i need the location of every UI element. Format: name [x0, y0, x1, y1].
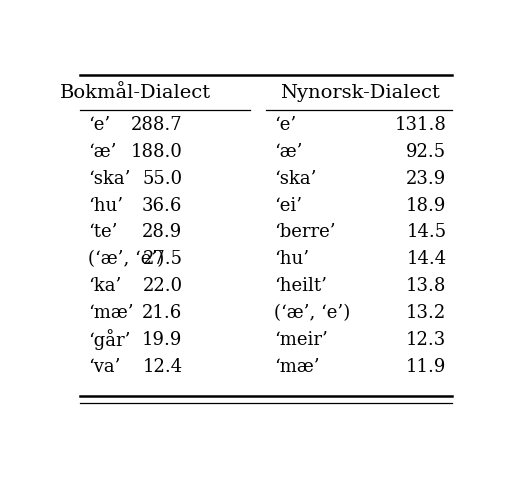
- Text: ‘meir’: ‘meir’: [275, 331, 328, 349]
- Text: ‘mæ’: ‘mæ’: [275, 358, 320, 376]
- Text: ‘ska’: ‘ska’: [275, 170, 317, 188]
- Text: ‘mæ’: ‘mæ’: [89, 304, 134, 322]
- Text: 12.4: 12.4: [142, 358, 183, 376]
- Text: ‘e’: ‘e’: [275, 116, 297, 134]
- Text: 23.9: 23.9: [406, 170, 446, 188]
- Text: 36.6: 36.6: [142, 197, 183, 215]
- Text: 27.5: 27.5: [142, 250, 183, 268]
- Text: ‘ska’: ‘ska’: [89, 170, 131, 188]
- Text: 131.8: 131.8: [395, 116, 446, 134]
- Text: 288.7: 288.7: [131, 116, 183, 134]
- Text: 28.9: 28.9: [142, 224, 183, 242]
- Text: 14.5: 14.5: [406, 224, 446, 242]
- Text: ‘hu’: ‘hu’: [275, 250, 310, 268]
- Text: ‘ei’: ‘ei’: [275, 197, 302, 215]
- Text: 21.6: 21.6: [142, 304, 183, 322]
- Text: ‘berre’: ‘berre’: [275, 224, 336, 242]
- Text: ‘går’: ‘går’: [89, 329, 131, 350]
- Text: 22.0: 22.0: [142, 277, 183, 295]
- Text: 12.3: 12.3: [406, 331, 446, 349]
- Text: ‘ka’: ‘ka’: [89, 277, 122, 295]
- Text: 55.0: 55.0: [142, 170, 183, 188]
- Text: ‘æ’: ‘æ’: [89, 143, 117, 161]
- Text: Nynorsk-Dialect: Nynorsk-Dialect: [281, 85, 440, 103]
- Text: (‘æ’, ‘e’): (‘æ’, ‘e’): [89, 250, 165, 268]
- Text: Bokmål-Dialect: Bokmål-Dialect: [60, 85, 211, 103]
- Text: ‘heilt’: ‘heilt’: [275, 277, 328, 295]
- Text: 11.9: 11.9: [406, 358, 446, 376]
- Text: ‘e’: ‘e’: [89, 116, 111, 134]
- Text: ‘te’: ‘te’: [89, 224, 118, 242]
- Text: ‘va’: ‘va’: [89, 358, 121, 376]
- Text: ‘æ’: ‘æ’: [275, 143, 303, 161]
- Text: 13.8: 13.8: [406, 277, 446, 295]
- Text: 13.2: 13.2: [406, 304, 446, 322]
- Text: (‘æ’, ‘e’): (‘æ’, ‘e’): [275, 304, 351, 322]
- Text: 14.4: 14.4: [406, 250, 446, 268]
- Text: 92.5: 92.5: [406, 143, 446, 161]
- Text: ‘hu’: ‘hu’: [89, 197, 124, 215]
- Text: 18.9: 18.9: [406, 197, 446, 215]
- Text: 19.9: 19.9: [142, 331, 183, 349]
- Text: 188.0: 188.0: [131, 143, 183, 161]
